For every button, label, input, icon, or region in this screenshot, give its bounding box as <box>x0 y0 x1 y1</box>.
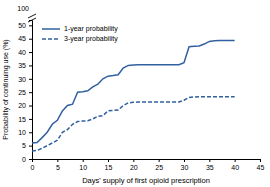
y-tick-label: 30 <box>18 76 26 83</box>
x-axis-title: Days' supply of first opioid prescriptio… <box>82 176 210 185</box>
break-mark <box>28 14 36 18</box>
y-tick: 45 <box>18 35 32 42</box>
x-tick: 10 <box>79 159 87 171</box>
y-tick: 10 <box>18 129 32 136</box>
x-tick-mark <box>83 159 84 162</box>
x-tick-label: 5 <box>56 164 60 171</box>
chart: 0 5 10 15 20 25 30 35 40 45 0 5 10 15 20 25 30 35 40 45 50 10… <box>0 0 270 187</box>
y-tick-mark <box>29 159 32 160</box>
y-tick-label: 15 <box>18 116 26 123</box>
y-tick: 5 <box>22 142 32 149</box>
x-tick: 45 <box>257 159 265 171</box>
x-tick-label: 30 <box>181 164 189 171</box>
x-tick: 40 <box>231 159 239 171</box>
y-tick-mark <box>29 106 32 107</box>
x-tick: 30 <box>181 159 189 171</box>
x-tick: 0 <box>31 159 35 171</box>
y-tick: 25 <box>18 89 32 96</box>
plot: 0 5 10 15 20 25 30 35 40 45 0 5 10 15 20 25 30 35 40 45 50 10… <box>17 5 264 171</box>
y-axis: 0 5 10 15 20 25 30 35 40 45 50 <box>18 21 32 163</box>
x-tick: 25 <box>155 159 163 171</box>
x-tick-label: 25 <box>155 164 163 171</box>
x-tick-mark <box>159 159 160 162</box>
y-tick-label: 20 <box>18 102 26 109</box>
y-axis-line <box>29 21 33 160</box>
y-tick-mark <box>29 79 32 80</box>
x-tick: 35 <box>206 159 214 171</box>
y-tick-label: 45 <box>18 35 26 42</box>
x-tick-label: 35 <box>206 164 214 171</box>
y-tick-mark <box>29 65 32 66</box>
legend-swatch <box>42 38 60 40</box>
legend-label: 3-year probability <box>64 35 118 43</box>
y-tick-mark <box>29 39 32 40</box>
x-tick-mark <box>57 159 58 162</box>
x-tick-label: 45 <box>257 164 265 171</box>
x-tick-mark <box>235 159 236 162</box>
legend-item: 3-year probability <box>42 35 118 43</box>
series-line <box>32 97 235 151</box>
y-tick: 30 <box>18 76 32 83</box>
x-tick-mark <box>133 159 134 162</box>
break-mark <box>28 18 36 22</box>
x-tick-label: 40 <box>231 164 239 171</box>
x-tick: 15 <box>105 159 113 171</box>
y-tick-mark <box>29 25 32 26</box>
y-tick: 35 <box>18 62 32 69</box>
legend-swatch <box>42 28 60 30</box>
y-tick: 15 <box>18 116 32 123</box>
x-tick-mark <box>209 159 210 162</box>
x-tick-label: 10 <box>79 164 87 171</box>
y-tick-mark <box>29 132 32 133</box>
x-axis-line <box>33 160 261 163</box>
legend: 1-year probability 3-year probability <box>42 25 118 43</box>
x-tick-mark <box>184 159 185 162</box>
legend-label: 1-year probability <box>64 25 118 33</box>
axis-break <box>28 14 36 22</box>
x-tick-label: 0 <box>31 164 35 171</box>
y-tick-label: 5 <box>22 142 26 149</box>
y-tick: 0 <box>22 156 32 163</box>
y-tick-label: 0 <box>22 156 26 163</box>
series-line <box>32 41 235 143</box>
annotation: 100 <box>17 5 29 12</box>
y-tick-label: 10 <box>18 129 26 136</box>
x-tick-mark <box>260 159 261 162</box>
y-tick-label: 50 <box>18 22 26 29</box>
y-tick: 40 <box>18 49 32 56</box>
y-tick: 50 <box>18 22 32 29</box>
y-tick-mark <box>29 92 32 93</box>
y-tick: 20 <box>18 102 32 109</box>
x-tick-label: 15 <box>105 164 113 171</box>
x-tick-label: 20 <box>130 164 138 171</box>
y-tick-label: 40 <box>18 49 26 56</box>
x-axis: 0 5 10 15 20 25 30 35 40 45 <box>31 159 265 171</box>
lines <box>32 41 235 151</box>
y-axis-title: Probability of continuing use (%) <box>2 39 10 139</box>
y-tick-label: 25 <box>18 89 26 96</box>
y-tick-label: 35 <box>18 62 26 69</box>
y-tick-mark <box>29 52 32 53</box>
x-tick-mark <box>108 159 109 162</box>
x-tick: 20 <box>130 159 138 171</box>
x-tick: 5 <box>56 159 60 171</box>
y-tick-mark <box>29 146 32 147</box>
y-tick-mark <box>29 119 32 120</box>
legend-item: 1-year probability <box>42 25 118 33</box>
